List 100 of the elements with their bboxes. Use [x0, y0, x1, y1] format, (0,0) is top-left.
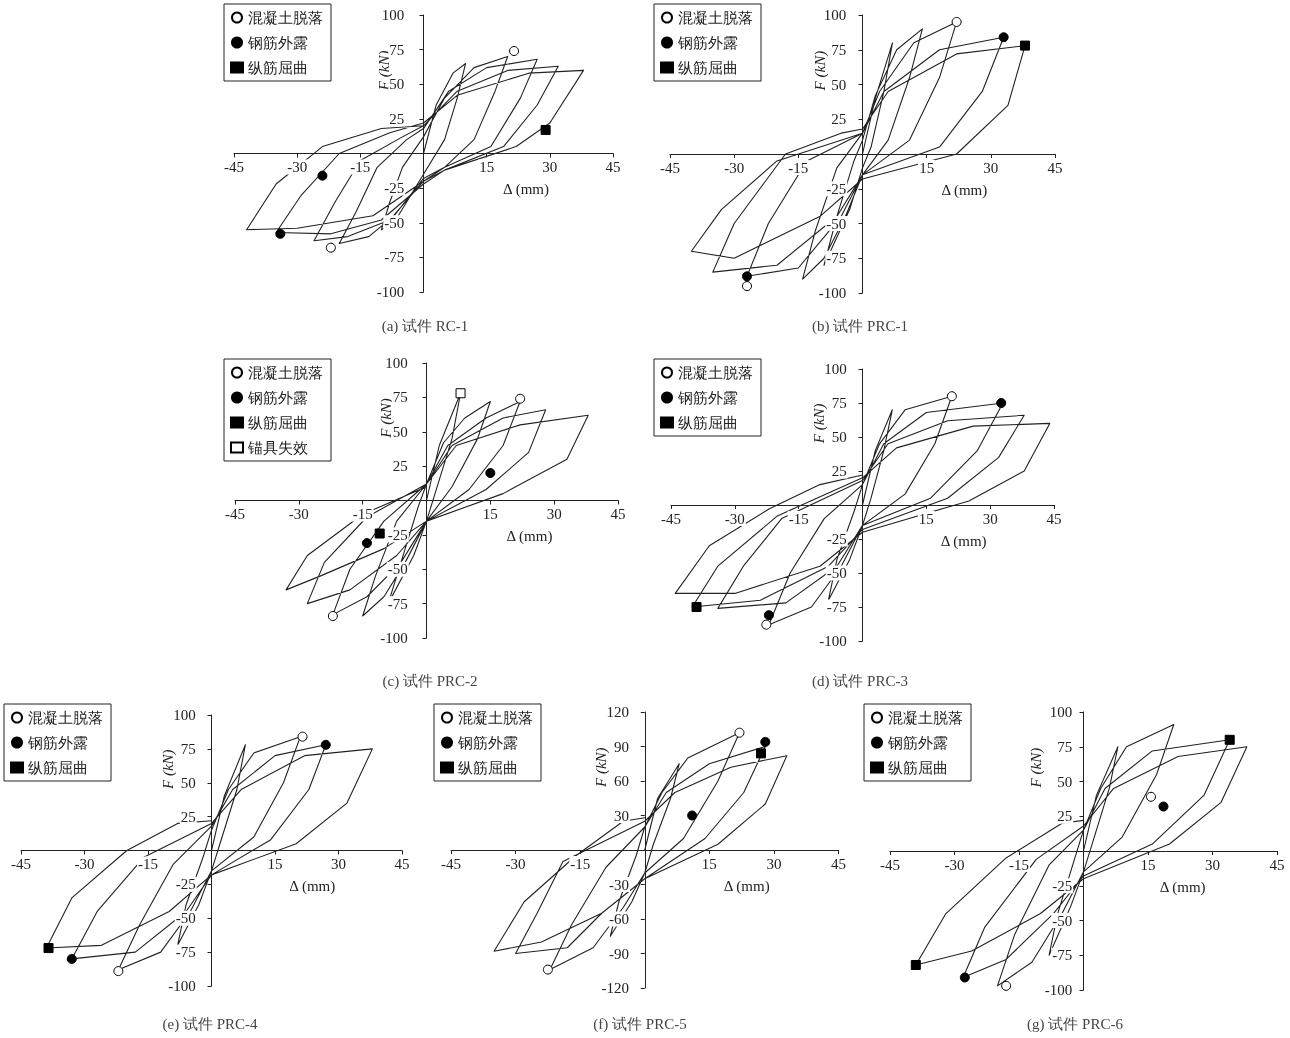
legend-label: 混凝土脱落 [248, 9, 323, 26]
point [43, 943, 54, 954]
legend-label: 钢筋外露 [677, 389, 738, 406]
point [540, 124, 551, 135]
x-axis-title: Δ (mm) [506, 528, 553, 545]
x-tick-label: 45 [610, 506, 626, 522]
y-axis-title: F (kN) [160, 749, 178, 790]
legend-label: 钢筋外露 [247, 34, 308, 51]
y-tick-label: 25 [831, 463, 847, 479]
y-tick-label: -25 [175, 876, 196, 893]
point [509, 46, 520, 57]
legend-label: 钢筋外露 [887, 734, 948, 751]
y-tick-label: 75 [831, 395, 847, 411]
point [542, 964, 553, 975]
point [374, 528, 385, 539]
x-tick-label: -15 [138, 856, 158, 872]
point [951, 16, 962, 27]
y-tick-label: -100 [168, 978, 196, 994]
y-tick-label: -90 [609, 945, 629, 962]
legend-label: 纵筋屈曲 [678, 59, 738, 76]
y-tick-label: 30 [614, 807, 629, 824]
point [361, 538, 372, 549]
x-axis-title: Δ (mm) [940, 532, 987, 550]
y-tick-label: -25 [387, 526, 408, 543]
point [691, 602, 702, 612]
y-tick-label: 90 [614, 738, 629, 755]
x-tick-label: 30 [542, 159, 558, 175]
x-tick-label: 30 [546, 506, 562, 522]
x-tick-label: -30 [724, 159, 745, 176]
y-tick-label: 75 [389, 41, 405, 58]
legend-label: 锚具失效 [247, 439, 308, 456]
y-tick-label: -50 [1052, 912, 1073, 929]
x-tick-label: -15 [1009, 856, 1029, 873]
y-tick-label: -75 [1052, 947, 1073, 964]
text: (f) 试件 PRC-5 [593, 1015, 687, 1033]
y-tick-label: -100 [1044, 982, 1073, 998]
y-tick-label: -100 [376, 284, 405, 300]
legend-label: 钢筋外露 [677, 34, 738, 51]
y-axis-title: F (kN) [811, 50, 829, 92]
y-tick-label: 50 [1057, 773, 1073, 790]
y-tick-label: -50 [387, 561, 408, 578]
y-tick-label: 75 [392, 389, 408, 406]
x-tick-label: 30 [1205, 856, 1220, 873]
x-tick-label: 30 [983, 159, 999, 176]
legend-label: 混凝土脱落 [888, 709, 963, 726]
point [66, 953, 77, 964]
y-tick-label: 25 [389, 110, 405, 127]
text: (c) 试件 PRC-2 [382, 672, 478, 690]
legend-label: 混凝土脱落 [458, 709, 533, 726]
y-tick-label: 75 [1057, 738, 1073, 755]
point [756, 748, 766, 759]
point [763, 610, 774, 621]
x-tick-label: -45 [225, 506, 245, 522]
y-tick-label: -100 [380, 630, 408, 646]
x-tick-label: 15 [482, 506, 498, 522]
y-tick-label: 50 [389, 76, 405, 93]
y-tick-label: -30 [609, 876, 629, 893]
y-tick-label: -75 [384, 249, 405, 266]
x-tick-label: -30 [74, 856, 95, 872]
x-tick-label: 15 [1140, 856, 1156, 873]
text: (e) 试件 PRC-4 [162, 1015, 258, 1033]
x-tick-label: 15 [479, 159, 495, 175]
point [1224, 734, 1235, 745]
legend-label: 纵筋屈曲 [678, 414, 738, 431]
x-tick-label: 30 [982, 510, 998, 527]
point [325, 242, 336, 253]
x-axis-title: Δ (mm) [941, 181, 988, 199]
point [1146, 791, 1157, 802]
y-tick-label: -25 [384, 180, 405, 197]
x-tick-label: 45 [1269, 856, 1285, 873]
x-tick-label: 45 [1047, 159, 1063, 176]
y-tick-label: -100 [819, 633, 847, 649]
y-tick-label: -75 [175, 944, 196, 961]
legend-label: 纵筋屈曲 [248, 414, 308, 431]
y-tick-label: -25 [826, 531, 847, 547]
x-tick-label: 15 [701, 855, 717, 872]
x-tick-label: 45 [394, 856, 410, 872]
y-tick-label: 100 [173, 707, 196, 723]
y-tick-label: 100 [385, 355, 408, 371]
legend-label: 纵筋屈曲 [888, 759, 948, 776]
y-tick-label: -100 [818, 285, 847, 301]
y-tick-label: -60 [609, 911, 629, 927]
legend-label: 混凝土脱落 [28, 709, 103, 726]
point [297, 731, 308, 742]
point [996, 398, 1007, 408]
legend-label: 混凝土脱落 [248, 364, 323, 381]
y-axis-title: F (kN) [811, 403, 829, 445]
point [760, 736, 771, 747]
legend-label: 纵筋屈曲 [458, 759, 518, 776]
text: (a) 试件 RC-1 [381, 317, 469, 335]
y-tick-label: -25 [1052, 877, 1073, 894]
point [1020, 40, 1031, 51]
y-tick-label: -120 [601, 980, 629, 996]
x-tick-label: -15 [788, 510, 809, 527]
x-tick-label: 15 [919, 159, 935, 176]
point [320, 739, 331, 750]
legend-label: 钢筋外露 [27, 734, 88, 751]
point [761, 619, 772, 630]
legend-label: 钢筋外露 [457, 734, 518, 751]
point [742, 271, 752, 282]
